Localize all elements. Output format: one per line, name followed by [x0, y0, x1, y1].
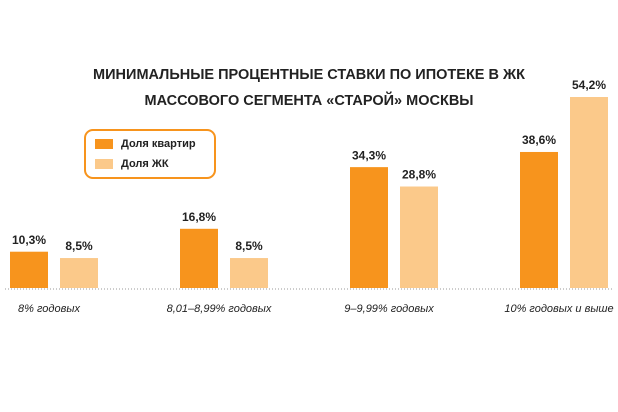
- legend-label: Доля ЖК: [121, 158, 169, 170]
- value-label: 8,5%: [235, 239, 263, 253]
- bar: [520, 151, 558, 288]
- bar: [180, 228, 218, 288]
- bar: [350, 167, 388, 288]
- value-label: 38,6%: [522, 133, 556, 147]
- x-tick-label: 8% годовых: [18, 303, 80, 315]
- legend-box: [84, 129, 216, 179]
- value-label: 54,2%: [572, 78, 606, 92]
- x-tick-label: 8,01–8,99% годовых: [167, 303, 272, 315]
- x-tick-label: 10% годовых и выше: [504, 303, 613, 315]
- legend-swatch: [95, 139, 113, 149]
- legend-label: Доля квартир: [121, 138, 196, 150]
- value-label: 28,8%: [402, 168, 436, 182]
- value-label: 10,3%: [12, 233, 46, 247]
- chart-title: МАССОВОГО СЕГМЕНТА «СТАРОЙ» МОСКВЫ: [144, 91, 473, 109]
- bar: [400, 186, 438, 288]
- chart-title: МИНИМАЛЬНЫЕ ПРОЦЕНТНЫЕ СТАВКИ ПО ИПОТЕКЕ…: [93, 67, 525, 83]
- bar: [10, 251, 48, 288]
- value-label: 34,3%: [352, 148, 386, 162]
- bar: [60, 258, 98, 288]
- bar: [230, 258, 268, 288]
- x-tick-label: 9–9,99% годовых: [344, 303, 434, 315]
- value-label: 16,8%: [182, 210, 216, 224]
- value-label: 8,5%: [65, 239, 93, 253]
- legend-swatch: [95, 159, 113, 169]
- bar: [570, 97, 608, 288]
